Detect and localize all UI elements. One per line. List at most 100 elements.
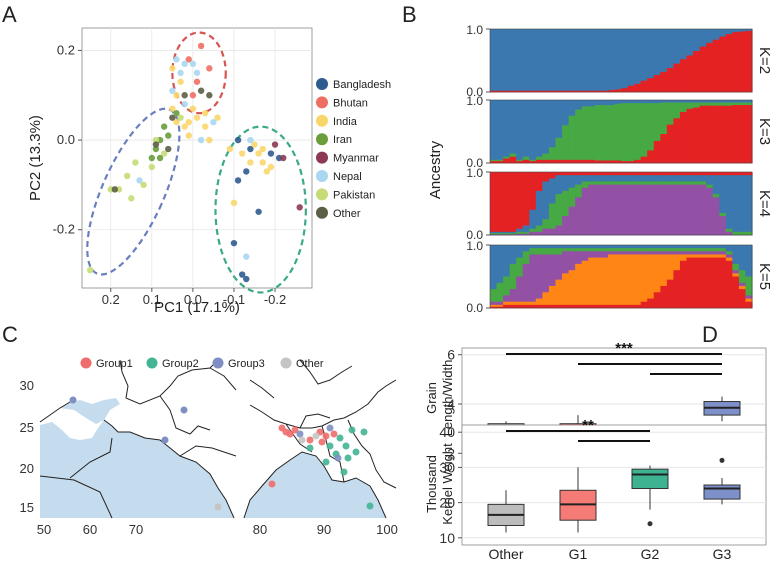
- data-point: [189, 105, 197, 112]
- ancestry-bar-segment: [627, 184, 635, 236]
- legend-swatch: [316, 78, 328, 90]
- ancestry-bar-segment: [621, 175, 629, 182]
- data-point: [202, 109, 209, 117]
- ancestry-bar-segment: [673, 181, 681, 185]
- map-point: [322, 432, 330, 440]
- ancestry-bar-segment: [535, 100, 543, 158]
- ancestry-bar-segment: [706, 102, 714, 107]
- ancestry-bar-segment: [535, 254, 543, 299]
- ancestry-bar-segment: [594, 248, 602, 252]
- ancestry-bar-segment: [516, 231, 524, 235]
- ancestry-bar-segment: [693, 100, 701, 103]
- ancestry-bar-segment: [607, 254, 616, 306]
- ancestry-bar-segment: [732, 245, 740, 265]
- ancestry-bar-segment: [647, 29, 655, 79]
- data-point: [177, 78, 184, 85]
- ancestry-bar-segment: [627, 172, 635, 176]
- ancestry-bar-segment: [575, 251, 583, 265]
- map-point: [334, 454, 342, 462]
- ancestry-bar-segment: [594, 257, 602, 306]
- ancestry-bar-segment: [535, 245, 543, 249]
- ancestry-bar-segment: [660, 172, 668, 176]
- ancestry-bar-segment: [535, 304, 543, 309]
- ancestry-bar-segment: [640, 156, 648, 164]
- ancestry-bar-segment: [548, 159, 557, 164]
- ancestry-bar-segment: [568, 304, 576, 309]
- ancestry-bar-segment: [660, 184, 668, 236]
- ancestry-bar-segment: [496, 100, 504, 161]
- ancestry-bar-segment: [568, 187, 576, 208]
- ancestry-bar-segment: [529, 304, 537, 309]
- ancestry-bar-segment: [555, 194, 563, 226]
- ancestry-bar-segment: [555, 304, 563, 309]
- ancestry-bar-segment: [660, 254, 668, 287]
- ancestry-bar-segment: [725, 29, 733, 35]
- ancestry-bar-segment: [666, 29, 674, 69]
- ancestry-bar-segment: [634, 100, 642, 104]
- data-point: [251, 141, 258, 148]
- ancestry-bar-segment: [712, 39, 720, 93]
- ancestry-bar-segment: [490, 100, 498, 161]
- data-point: [136, 177, 143, 184]
- ancestry-bar-segment: [719, 212, 727, 217]
- ancestry-bar-segment: [725, 105, 733, 164]
- ancestry-bar-segment: [653, 184, 661, 236]
- facet-strip: [753, 172, 775, 235]
- data-point: [255, 150, 262, 157]
- ancestry-bar-segment: [581, 187, 589, 236]
- y-tick-label: 4: [447, 396, 455, 412]
- ancestry-bar-segment: [660, 134, 668, 164]
- ancestry-bar-segment: [712, 194, 720, 198]
- ancestry-bar-segment: [679, 245, 688, 249]
- legend-swatch: [316, 206, 328, 219]
- data-point: [238, 150, 246, 157]
- ancestry-bar-segment: [588, 257, 596, 306]
- ancestry-bar-segment: [548, 178, 557, 204]
- ancestry-bar-segment: [568, 251, 576, 271]
- ancestry-bar-segment: [725, 254, 733, 258]
- ancestry-bar-segment: [535, 248, 543, 255]
- ancestry-bar-segment: [568, 159, 576, 164]
- ancestry-bar-segment: [614, 251, 622, 255]
- ancestry-bar-segment: [679, 184, 688, 236]
- ancestry-bar-segment: [607, 160, 616, 164]
- ancestry-bar-segment: [503, 158, 511, 164]
- data-point: [169, 65, 176, 72]
- ancestry-bar-segment: [660, 248, 668, 252]
- ancestry-bar-segment: [699, 46, 707, 93]
- ancestry-bar-segment: [732, 175, 740, 233]
- ancestry-bar-segment: [621, 100, 629, 104]
- map-x-tick-label: 60: [83, 522, 97, 537]
- ancestry-bar-segment: [673, 100, 681, 103]
- ancestry-bar-segment: [712, 29, 720, 41]
- ancestry-bar-segment: [588, 304, 596, 309]
- ancestry-bar-segment: [509, 263, 517, 290]
- ancestry-bar-segment: [653, 254, 661, 293]
- ancestry-bar-segment: [666, 68, 674, 93]
- y-tick-label: 0.0: [57, 132, 75, 147]
- ancestry-bar-segment: [666, 279, 674, 309]
- ancestry-bar-segment: [621, 161, 629, 164]
- ancestry-bar-segment: [522, 231, 530, 235]
- ancestry-bar-segment: [555, 100, 563, 139]
- legend-label: Pakistan: [333, 189, 375, 201]
- ancestry-bar-segment: [575, 184, 583, 198]
- ancestry-bar-segment: [679, 102, 688, 113]
- map-legend-label: Group1: [96, 358, 133, 370]
- ancestry-bar-segment: [496, 159, 504, 162]
- ancestry-bar-segment: [686, 254, 694, 258]
- ancestry-bar-segment: [699, 102, 707, 107]
- ancestry-bar-segment: [706, 184, 714, 189]
- data-point: [160, 150, 168, 157]
- ancestry-bar-segment: [614, 248, 622, 252]
- ancestry-bar-segment: [594, 105, 602, 161]
- ancestry-bar-segment: [588, 175, 596, 182]
- ancestry-bar-segment: [490, 172, 498, 233]
- legend-label: Nepal: [333, 171, 362, 183]
- ancestry-bar-segment: [594, 172, 602, 176]
- ancestry-bar-segment: [706, 187, 714, 236]
- ancestry-bar-segment: [653, 103, 661, 142]
- ancestry-bar-segment: [627, 100, 635, 104]
- ancestry-bar-segment: [535, 29, 543, 92]
- ancestry-bar-segment: [634, 29, 642, 85]
